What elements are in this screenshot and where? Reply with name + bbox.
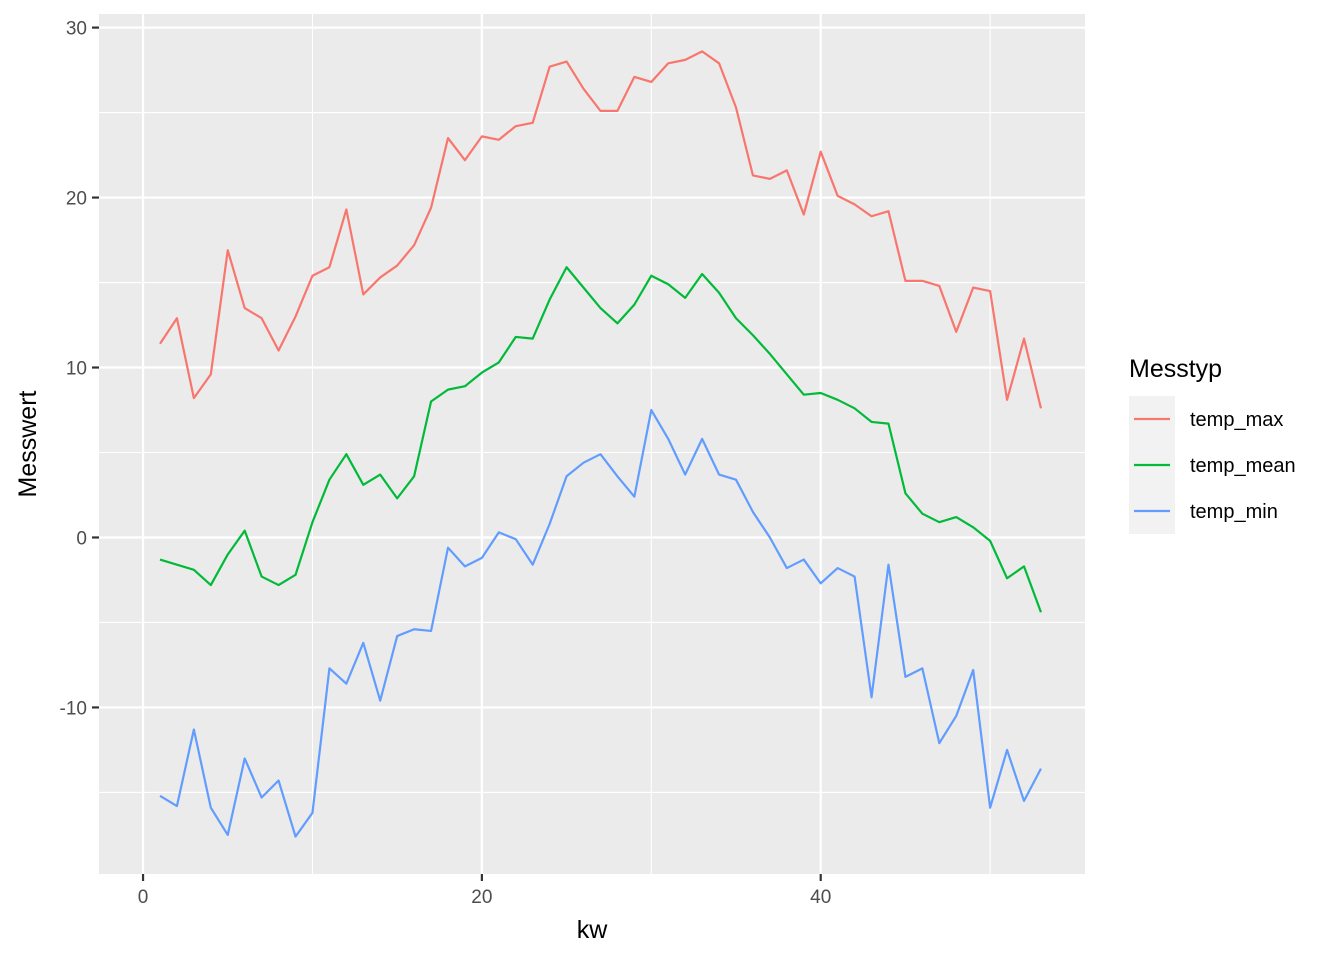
series-lines xyxy=(159,50,1043,838)
y-tick-label: 30 xyxy=(66,19,87,40)
plot-panel xyxy=(99,14,1085,874)
y-axis-tick-labels: -10 0 10 20 30 xyxy=(60,19,87,720)
x-axis-tick-labels: 0 20 40 xyxy=(138,887,832,908)
minor-gridlines xyxy=(99,14,1085,874)
series-line-temp_min xyxy=(159,408,1042,838)
major-gridlines xyxy=(99,14,1085,874)
y-tick-label: 10 xyxy=(66,359,87,380)
x-tick-label: 20 xyxy=(471,887,492,908)
legend-label-temp_mean: temp_mean xyxy=(1190,455,1296,477)
y-tick-label: 0 xyxy=(76,528,87,549)
legend-title: Messtyp xyxy=(1129,355,1222,383)
x-tick-label: 0 xyxy=(138,887,149,908)
legend-label-temp_max: temp_max xyxy=(1190,409,1283,431)
y-tick-label: -10 xyxy=(60,698,87,719)
series-line-temp_mean xyxy=(159,266,1042,613)
legend-label-temp_min: temp_min xyxy=(1190,501,1278,523)
y-tick-label: 20 xyxy=(66,189,87,210)
x-axis-title: kw xyxy=(577,916,609,944)
series-line-temp_max xyxy=(159,50,1043,409)
axis-ticks xyxy=(92,26,822,881)
y-axis-title: Messwert xyxy=(14,390,42,497)
x-tick-label: 40 xyxy=(810,887,831,908)
legend-items: temp_max temp_mean temp_min xyxy=(1129,396,1296,534)
legend: Messtyp temp_max temp_mean temp_min xyxy=(1129,355,1296,534)
